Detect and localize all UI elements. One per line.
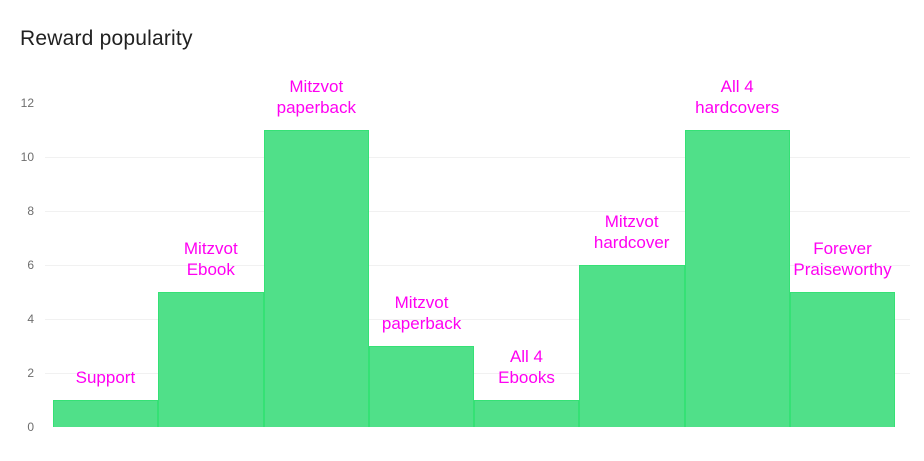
bar-label-line: All 4: [720, 77, 754, 96]
bar-label: Forever Praiseworthy: [793, 238, 891, 280]
bar-label-line: Mitzvot: [289, 77, 344, 96]
bar-mitzvot-paperback[interactable]: [263, 130, 369, 427]
y-axis-tick-label: 4: [27, 312, 34, 326]
y-axis-tick-label: 0: [27, 420, 34, 434]
bar-label-line: All 4: [509, 347, 544, 366]
bar-label: Mitzvot hardcover: [594, 211, 670, 253]
bar-label-line: Ebook: [186, 260, 235, 279]
gridline: [45, 157, 910, 158]
bar-label-line: Mitzvot: [183, 239, 238, 258]
gridline: [45, 211, 910, 212]
bar-forever-praiseworthy[interactable]: [789, 292, 895, 427]
bar-mitzvot-paperback[interactable]: [368, 346, 474, 427]
gridline: [45, 373, 910, 374]
y-axis-tick-label: 2: [27, 366, 34, 380]
bar-all-4-hardcovers[interactable]: [684, 130, 790, 427]
bar-label-line: Forever: [813, 239, 872, 258]
bar-label-line: Support: [75, 368, 136, 387]
bar-label-line: Ebooks: [498, 368, 555, 387]
bar-label: Support: [76, 367, 136, 388]
bar-label: Mitzvot paperback: [382, 292, 461, 334]
bar-label-line: Praiseworthy: [793, 260, 892, 279]
gridline: [45, 265, 910, 266]
bar-label-line: hardcovers: [695, 98, 780, 117]
gridline: [45, 319, 910, 320]
chart-title: Reward popularity: [20, 27, 193, 50]
bar-label: All 4 hardcovers: [695, 76, 779, 118]
y-axis-tick-label: 8: [27, 204, 34, 218]
y-axis-tick-label: 12: [20, 96, 34, 110]
bar-all-4-ebooks[interactable]: [474, 400, 580, 427]
bar-label-line: Mitzvot: [394, 293, 449, 312]
bar-mitzvot-ebook[interactable]: [158, 292, 264, 427]
bar-label-line: hardcover: [593, 233, 670, 252]
bar-label: Mitzvot paperback: [277, 76, 356, 118]
bar-label-line: Mitzvot: [604, 212, 659, 231]
y-axis-tick-label: 6: [27, 258, 34, 272]
bar-support[interactable]: [53, 400, 159, 427]
bar-label-line: paperback: [276, 98, 357, 117]
y-axis-tick-label: 10: [20, 150, 34, 164]
bar-label: Mitzvot Ebook: [184, 238, 238, 280]
bar-label: All 4 Ebooks: [498, 346, 555, 388]
bar-mitzvot-hardcover[interactable]: [579, 265, 685, 427]
bar-label-line: paperback: [381, 314, 462, 333]
